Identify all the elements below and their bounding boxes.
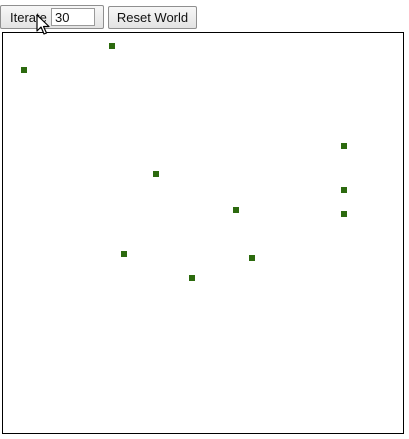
live-cell xyxy=(341,143,347,149)
live-cell xyxy=(21,67,27,73)
world-grid[interactable] xyxy=(2,32,404,434)
live-cell xyxy=(153,171,159,177)
live-cell xyxy=(233,207,239,213)
reset-world-button[interactable]: Reset World xyxy=(108,6,197,29)
live-cell xyxy=(189,275,195,281)
live-cell xyxy=(341,187,347,193)
live-cell xyxy=(109,43,115,49)
live-cell xyxy=(121,251,127,257)
iterate-count-input[interactable] xyxy=(51,8,95,26)
iterate-button-label: Iterate xyxy=(10,10,47,25)
iterate-button[interactable]: Iterate xyxy=(0,5,104,29)
live-cell xyxy=(341,211,347,217)
live-cell xyxy=(249,255,255,261)
